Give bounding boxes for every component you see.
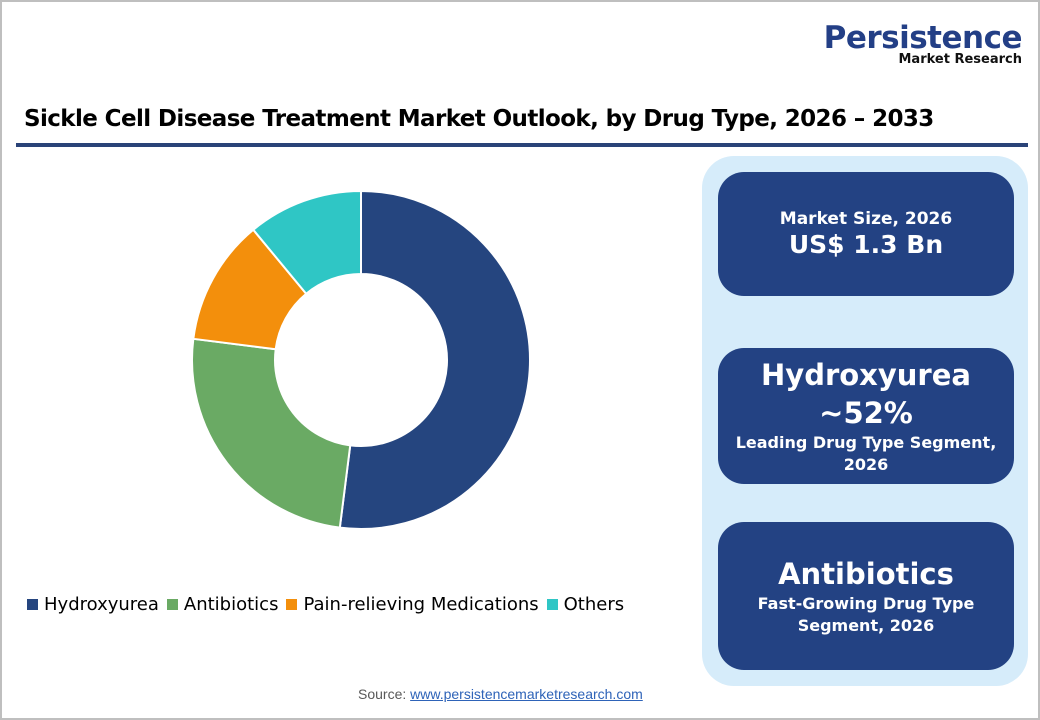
- card-caption: Leading Drug Type Segment,: [735, 433, 997, 452]
- card-segment: Antibiotics: [778, 557, 954, 591]
- chart-legend: Hydroxyurea Antibiotics Pain-relieving M…: [27, 594, 632, 615]
- legend-swatch: [546, 599, 558, 610]
- donut-slice-antibiotics: [191, 337, 352, 529]
- legend-item-antibiotics: Antibiotics: [166, 594, 279, 615]
- card-value: US$ 1.3 Bn: [788, 230, 944, 259]
- source-note: Source: www.persistencemarketresearch.co…: [358, 686, 643, 702]
- card-caption: Fast-Growing Drug Type: [757, 594, 975, 613]
- title-divider: [16, 143, 1028, 147]
- legend-item-pain-relieving: Pain-relieving Medications: [286, 594, 539, 615]
- card-share: ~52%: [819, 396, 913, 430]
- legend-item-others: Others: [546, 594, 625, 615]
- legend-swatch: [27, 599, 38, 610]
- legend-item-hydroxyurea: Hydroxyurea: [27, 594, 159, 615]
- legend-swatch: [286, 599, 298, 610]
- card-caption-year: Segment, 2026: [797, 616, 935, 635]
- source-link[interactable]: www.persistencemarketresearch.com: [410, 686, 643, 702]
- card-caption-year: 2026: [843, 455, 889, 474]
- brand-logo: Persistence Market Research: [823, 20, 1023, 67]
- donut-slice-hydroxyurea: [338, 189, 531, 530]
- donut-chart: [191, 189, 531, 530]
- chart-title: Sickle Cell Disease Treatment Market Out…: [24, 106, 934, 132]
- legend-label: Pain-relieving Medications: [303, 594, 539, 615]
- legend-label: Others: [563, 594, 625, 615]
- fast-growing-card: Antibiotics Fast-Growing Drug Type Segme…: [718, 522, 1014, 670]
- legend-label: Hydroxyurea: [44, 594, 159, 615]
- highlights-panel: Market Size, 2026 US$ 1.3 Bn Hydroxyurea…: [702, 156, 1028, 686]
- legend-swatch: [166, 599, 178, 610]
- card-label: Market Size, 2026: [779, 209, 953, 229]
- brand-subtitle: Market Research: [898, 52, 1023, 67]
- brand-name: Persistence: [823, 20, 1023, 56]
- market-size-card: Market Size, 2026 US$ 1.3 Bn: [718, 172, 1014, 296]
- card-segment: Hydroxyurea: [761, 358, 971, 392]
- donut-slice-others: [251, 189, 362, 296]
- leading-segment-card: Hydroxyurea ~52% Leading Drug Type Segme…: [718, 348, 1014, 484]
- source-label: Source:: [358, 686, 407, 702]
- legend-label: Antibiotics: [183, 594, 279, 615]
